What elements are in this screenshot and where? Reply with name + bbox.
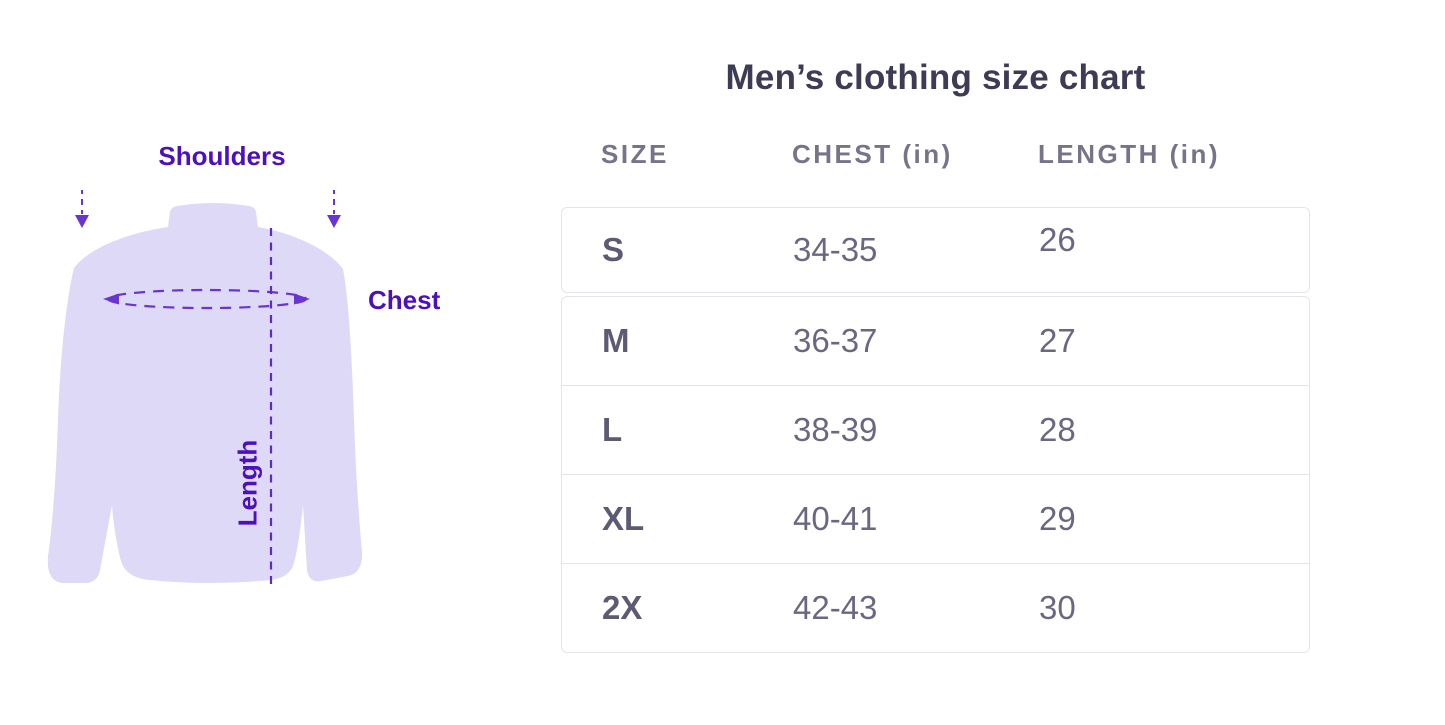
length-value: 30 <box>1039 589 1076 626</box>
size-value: S <box>602 231 625 268</box>
size-chart-panel: Men’s clothing size chart SIZE CHEST (in… <box>561 0 1310 725</box>
chest-value: 34-35 <box>793 231 878 268</box>
table-row-l: L 38-39 28 <box>562 385 1309 474</box>
chest-value: 40-41 <box>793 500 878 537</box>
shirt-back-illustration <box>47 190 363 585</box>
table-row-s: S 34-35 26 <box>561 207 1310 293</box>
column-header-length: LENGTH (in) <box>1038 139 1221 169</box>
shoulders-label: Shoulders <box>158 141 286 171</box>
table-row-group: M 36-37 27 L 38-39 28 XL 40-41 29 2X 42-… <box>561 296 1310 653</box>
shoulders-arrow-left <box>75 215 89 228</box>
chest-value: 36-37 <box>793 322 878 359</box>
table-row-xl: XL 40-41 29 <box>562 474 1309 563</box>
size-value: XL <box>602 500 645 537</box>
chest-value: 42-43 <box>793 589 878 626</box>
chest-arrow-left <box>103 293 119 305</box>
table-row-m: M 36-37 27 <box>562 297 1309 385</box>
chest-label: Chest <box>368 285 441 315</box>
column-header-chest: CHEST (in) <box>792 139 953 169</box>
size-value: 2X <box>602 589 643 626</box>
shoulders-measure-lines <box>81 190 335 214</box>
length-value: 28 <box>1039 411 1076 448</box>
chest-value: 38-39 <box>793 411 878 448</box>
shirt-measurement-diagram: Shoulders Chest Length <box>0 0 500 725</box>
length-label: Length <box>232 439 263 527</box>
size-value: M <box>602 322 630 359</box>
table-row-2x: 2X 42-43 30 <box>562 563 1309 652</box>
length-value: 29 <box>1039 500 1076 537</box>
size-value: L <box>602 411 623 448</box>
table-row: S 34-35 26 <box>562 208 1309 292</box>
length-value: 27 <box>1039 322 1076 359</box>
length-value: 26 <box>1039 221 1076 258</box>
shoulders-arrow-right <box>327 215 341 228</box>
chart-title: Men’s clothing size chart <box>725 58 1146 97</box>
chest-arrow-right <box>294 293 310 305</box>
column-header-size: SIZE <box>601 139 669 169</box>
shirt-silhouette <box>47 203 363 583</box>
table-header-row: SIZE CHEST (in) LENGTH (in) <box>561 139 1310 169</box>
